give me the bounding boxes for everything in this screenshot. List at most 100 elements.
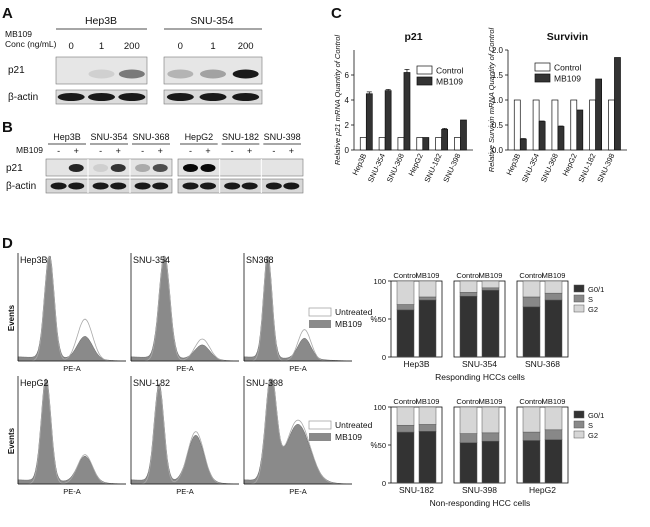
stack-segment-g01 [522, 440, 541, 484]
panel-b-row-actin: β-actin [6, 181, 36, 192]
legend-untreated-swatch [308, 307, 332, 317]
histogram-title: Hep3B [20, 255, 48, 265]
panel-a-treatment-label: MB109 [5, 29, 32, 39]
legend-label: MB109 [436, 77, 463, 87]
stack-segment-g01 [481, 289, 500, 358]
bar-mb109 [519, 138, 527, 151]
legend-swatch-control [534, 62, 551, 72]
stack-segment-g2 [522, 406, 541, 433]
stack-caption: Non-responding HCC cells [430, 498, 531, 508]
stack-segment-s [459, 292, 478, 297]
panel-letter-c: C [331, 5, 342, 22]
stack-segment-s [396, 304, 415, 311]
panel-letter-b: B [2, 119, 13, 136]
stack-condition-label: Control [519, 271, 544, 280]
blot-b-cellline-label: SNU-354 [90, 132, 127, 142]
events-label-bottom: Events [7, 427, 16, 454]
blot-a-actin-band [57, 93, 85, 101]
histogram-untreated-line [131, 255, 239, 362]
histogram-title: SNU-398 [246, 378, 283, 388]
panel-b: MB109 Hep3B - + SNU-354 - + SNU-368 - + HepG2 - + SN… [6, 132, 304, 194]
stack-legend-label: S [588, 421, 593, 430]
x-tick-label: SNU-368 [385, 152, 406, 184]
blot-b-sign: + [289, 146, 294, 156]
y-tick-label: 6 [345, 71, 350, 80]
stack-y-tick-label: 0 [382, 353, 386, 362]
blot-b-sign: - [189, 146, 192, 156]
blot-a-conc-label: 200 [124, 41, 140, 52]
stack-segment-g01 [396, 309, 415, 358]
blot-a-conc-label: 200 [238, 41, 254, 52]
legend-untreated-label-2: Untreated [335, 420, 373, 430]
blot-b-actin-band [200, 182, 216, 190]
x-tick-label: Hep3B [350, 152, 368, 177]
legend-mb109-swatch [309, 320, 331, 328]
panel-a-cellline-2: SNU-354 [190, 15, 233, 27]
events-label-top: Events [7, 304, 16, 331]
legend-label: Control [436, 66, 464, 76]
blot-a-p21-band [88, 69, 115, 79]
bar-mb109 [460, 119, 467, 151]
bar-control [454, 137, 461, 151]
histogram-legend-top: Untreated MB109 [308, 307, 373, 329]
chart-title: p21 [404, 31, 422, 43]
blot-a-p21-band [200, 69, 226, 79]
histogram-x-label: PE-A [289, 487, 307, 496]
stack-segment-s [481, 432, 500, 442]
stack-segment-g2 [418, 280, 437, 298]
bar-mb109 [441, 129, 448, 151]
stack-condition-label: Control [456, 271, 481, 280]
x-tick-label: SNU-368 [539, 152, 560, 184]
blot-b-actin-strip-0 [45, 178, 173, 194]
blot-b-actin-band [68, 182, 85, 190]
stack-segment-g01 [481, 440, 500, 484]
stack-segment-g2 [396, 406, 415, 426]
stack-segment-g01 [522, 306, 541, 358]
stack-y-tick-label: 100 [373, 277, 386, 286]
stack-condition-label: Control [519, 397, 544, 406]
x-tick-label: SNU-398 [595, 152, 616, 184]
stack-legend-label: G0/1 [588, 285, 604, 294]
panel-b-blot: Hep3B - + SNU-354 - + SNU-368 - + HepG2 - + SNU-182 -… [45, 132, 304, 194]
bar-control [416, 137, 424, 151]
blot-a-p21-band [118, 69, 145, 79]
stack-segment-g2 [544, 280, 563, 294]
histogram-mb109-area [17, 378, 127, 485]
stack-condition-label: MB109 [416, 271, 440, 280]
histogram-title: SNU-182 [133, 378, 170, 388]
panel-letter-d: D [2, 235, 13, 252]
blot-a-actin-band [166, 93, 194, 101]
histogram-untreated-line [18, 378, 126, 485]
flow-histograms: Hep3B PE-A SNU-354 PE-A SN368 PE-A HepG2 PE-A SN… [17, 253, 353, 496]
blot-b-p21-band [135, 164, 151, 172]
x-tick-label: SNU-398 [441, 152, 462, 184]
bar-control [397, 137, 405, 151]
bar-control [608, 99, 615, 151]
stack-panel-label: SNU-368 [525, 359, 560, 369]
histogram-x-label: PE-A [289, 364, 307, 373]
blot-a-actin-band [199, 93, 227, 101]
stack-legend-swatch [573, 294, 585, 303]
histogram-x-label: PE-A [63, 487, 81, 496]
stack-legend-swatch [573, 430, 585, 439]
panel-a: Hep3B SNU-354 MB109 Conc (ng/mL) 0 1 200 0 1… [5, 15, 263, 105]
blot-b-actin-band [224, 182, 241, 190]
histogram-x-label: PE-A [176, 487, 194, 496]
blot-b-actin-band [241, 182, 258, 190]
bar-mb109 [538, 121, 546, 151]
panel-a-row-p21: p21 [8, 65, 25, 76]
stack-legend-swatch [573, 420, 585, 429]
bar-mb109 [595, 78, 602, 151]
stack-segment-g2 [459, 406, 478, 434]
panel-a-conc-label: Conc (ng/mL) [5, 39, 57, 49]
blot-b-sign: - [141, 146, 144, 156]
stack-segment-s [418, 296, 437, 301]
blot-b-p21-band [110, 164, 126, 172]
histogram-mb109-area [130, 255, 240, 362]
legend-label: MB109 [554, 74, 581, 84]
stack-segment-g2 [481, 406, 500, 434]
x-tick-label: HepG2 [561, 152, 579, 177]
bar-mb109 [557, 126, 565, 151]
stack-panel-label: SNU-398 [462, 485, 497, 495]
